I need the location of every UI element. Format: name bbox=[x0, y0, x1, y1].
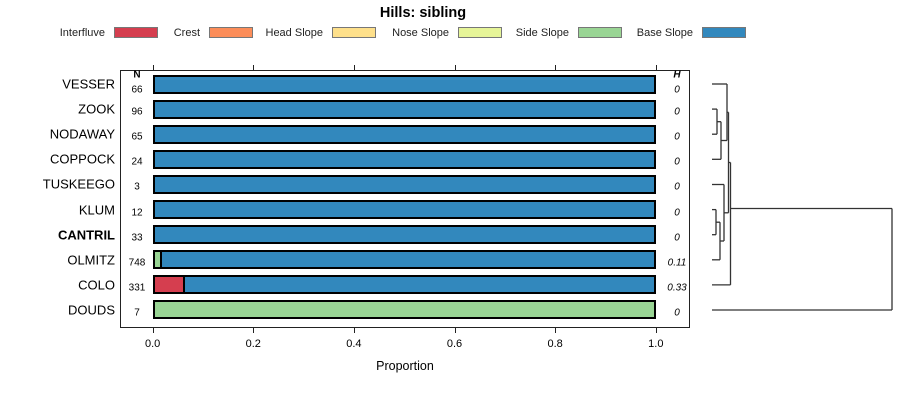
h-value: 0.33 bbox=[667, 282, 687, 294]
legend-swatch bbox=[702, 27, 746, 38]
axis-tick-label: 0.0 bbox=[144, 338, 161, 350]
legend-swatch bbox=[114, 27, 158, 38]
x-axis-title: Proportion bbox=[376, 359, 434, 373]
axis-tick-label: 0.2 bbox=[245, 338, 261, 350]
h-value: 0 bbox=[674, 307, 680, 319]
stacked-bar bbox=[152, 300, 656, 320]
legend-swatch bbox=[458, 27, 502, 38]
axis-tick-bottom bbox=[152, 328, 154, 333]
legend-swatch bbox=[332, 27, 376, 38]
stacked-bar bbox=[152, 99, 656, 119]
bar-segment bbox=[154, 252, 163, 268]
legend-label: Nose Slope bbox=[392, 27, 449, 39]
stacked-bar bbox=[152, 124, 656, 144]
axis-tick-bottom bbox=[655, 328, 657, 333]
n-value: 96 bbox=[131, 106, 143, 118]
row-label: DOUDS bbox=[68, 302, 115, 318]
n-value: 24 bbox=[131, 156, 143, 168]
h-value: 0 bbox=[674, 181, 680, 193]
n-value: 33 bbox=[131, 232, 143, 244]
bar-segment bbox=[184, 277, 654, 293]
bar-segment bbox=[154, 176, 654, 192]
axis-tick-top bbox=[454, 65, 456, 70]
row-label: KLUM bbox=[78, 202, 115, 218]
h-value: 0 bbox=[674, 156, 680, 168]
h-value: 0.11 bbox=[667, 257, 687, 269]
n-column-header: N bbox=[133, 69, 141, 81]
axis-tick-top bbox=[353, 65, 355, 70]
n-value: 7 bbox=[134, 307, 140, 319]
h-value: 0 bbox=[674, 131, 680, 143]
axis-tick-bottom bbox=[454, 328, 456, 333]
stacked-bar bbox=[152, 174, 656, 194]
axis-tick-label: 0.8 bbox=[547, 338, 563, 350]
axis-tick-label: 0.4 bbox=[346, 338, 362, 350]
axis-tick-bottom bbox=[353, 328, 355, 333]
n-value: 3 bbox=[134, 181, 140, 193]
row-label: TUSKEEGO bbox=[42, 176, 115, 192]
stacked-bar bbox=[152, 200, 656, 220]
axis-tick-bottom bbox=[555, 328, 557, 333]
axis-tick-label: 0.6 bbox=[446, 338, 463, 350]
axis-tick-top bbox=[655, 65, 657, 70]
n-value: 65 bbox=[131, 131, 143, 143]
stacked-bar bbox=[152, 225, 656, 245]
h-value: 0 bbox=[674, 207, 680, 219]
axis-tick-label: 1.0 bbox=[648, 338, 664, 350]
n-value: 66 bbox=[131, 84, 143, 96]
row-label: VESSER bbox=[62, 76, 115, 92]
stacked-bar bbox=[152, 275, 656, 295]
n-value: 12 bbox=[131, 207, 143, 219]
axis-tick-bottom bbox=[253, 328, 255, 333]
axis-tick-top bbox=[253, 65, 255, 70]
bar-segment bbox=[154, 302, 654, 318]
bar-segment bbox=[154, 202, 654, 218]
bar-segment bbox=[162, 252, 654, 268]
bar-segment bbox=[154, 126, 654, 142]
bar-segment bbox=[154, 227, 654, 243]
row-label: CANTRIL bbox=[57, 227, 115, 243]
n-value: 748 bbox=[128, 257, 146, 269]
stacked-bar bbox=[152, 149, 656, 169]
row-label: NODAWAY bbox=[49, 126, 115, 142]
row-label: OLMITZ bbox=[67, 252, 115, 268]
axis-tick-top bbox=[152, 65, 154, 70]
bar-segment bbox=[154, 277, 185, 293]
legend-label: Base Slope bbox=[636, 27, 693, 39]
axis-tick-top bbox=[555, 65, 557, 70]
stacked-bar bbox=[152, 250, 656, 270]
bar-segment bbox=[154, 101, 654, 117]
h-value: 0 bbox=[674, 84, 680, 96]
legend-label: Crest bbox=[173, 27, 200, 39]
stacked-bar bbox=[152, 74, 656, 94]
legend-label: Interfluve bbox=[59, 27, 105, 39]
row-label: COLO bbox=[78, 277, 115, 293]
h-value: 0 bbox=[674, 232, 680, 244]
h-value: 0 bbox=[674, 106, 680, 118]
bar-segment bbox=[154, 151, 654, 167]
legend-swatch bbox=[578, 27, 622, 38]
row-label: COPPOCK bbox=[49, 151, 115, 167]
h-column-header: H bbox=[673, 69, 681, 81]
legend-label: Side Slope bbox=[515, 27, 569, 39]
bar-segment bbox=[154, 76, 654, 92]
n-value: 331 bbox=[128, 282, 146, 294]
legend-label: Head Slope bbox=[265, 27, 324, 39]
chart-title: Hills: sibling bbox=[379, 5, 467, 21]
legend-swatch bbox=[209, 27, 253, 38]
row-label: ZOOK bbox=[78, 101, 115, 117]
